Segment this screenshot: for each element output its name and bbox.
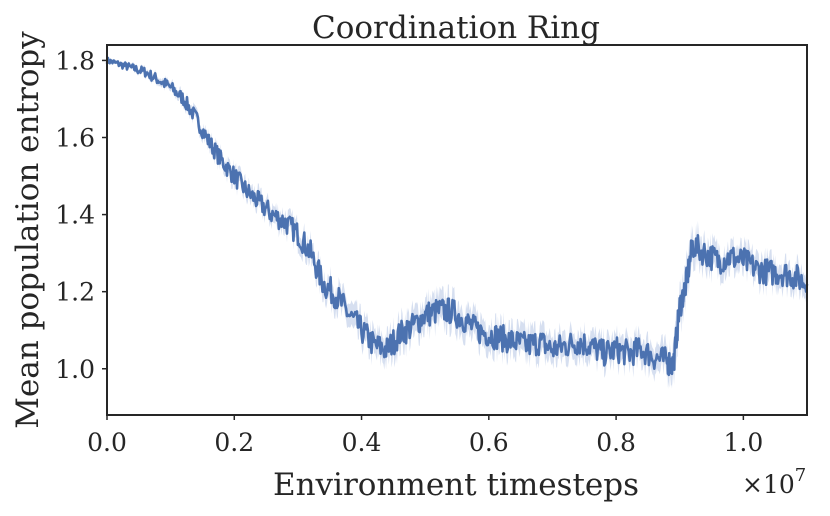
chart-title: Coordination Ring (312, 10, 600, 46)
x-multiplier-label: ×107 (742, 465, 806, 499)
x-tick-label: 0.8 (596, 428, 636, 457)
x-tick-label: 1.0 (723, 428, 763, 457)
y-tick-label: 1.2 (55, 278, 95, 307)
x-tick-label: 0.6 (469, 428, 509, 457)
y-tick-label: 1.8 (55, 46, 95, 75)
x-multiplier-exponent: 7 (795, 465, 806, 486)
plot-frame (106, 44, 808, 416)
y-tick-label: 1.0 (55, 355, 95, 384)
y-tick-label: 1.6 (55, 124, 95, 153)
plot-area (105, 56, 809, 390)
x-tick-label: 0.4 (342, 428, 382, 457)
x-axis-ticks: 0.0 0.2 0.4 0.6 0.8 1.0 (87, 415, 763, 457)
y-tick-label: 1.4 (55, 201, 95, 230)
x-multiplier-base: ×10 (742, 470, 795, 499)
y-axis-label: Mean population entropy (10, 31, 46, 429)
y-axis-ticks: 1.0 1.2 1.4 1.6 1.8 (55, 46, 107, 384)
x-axis-label: Environment timesteps (273, 467, 639, 503)
x-tick-label: 0.2 (214, 428, 254, 457)
series-line (105, 56, 809, 377)
x-tick-label: 0.0 (87, 428, 127, 457)
